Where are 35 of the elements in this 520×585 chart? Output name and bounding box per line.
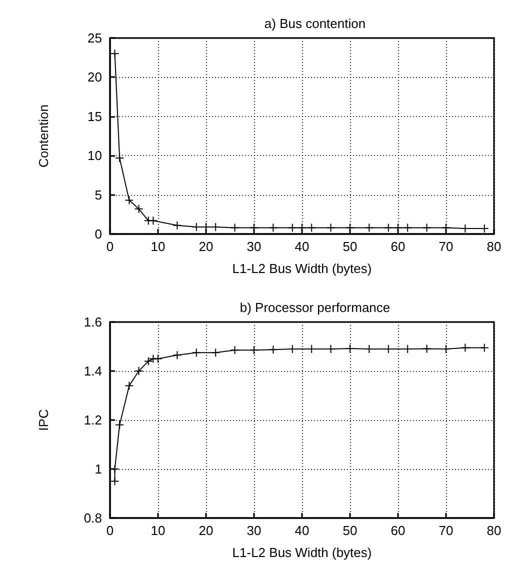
- x-tick-label: 10: [150, 239, 166, 254]
- x-tick-label: 0: [106, 239, 114, 254]
- y-axis-title: IPC: [36, 409, 51, 431]
- x-tick-label: 30: [246, 523, 262, 538]
- y-tick-label: 10: [88, 148, 102, 164]
- x-tick-label: 40: [294, 239, 310, 254]
- y-tick-label: 1.4: [84, 364, 102, 378]
- x-tick-label: 80: [486, 239, 502, 254]
- x-tick-label: 50: [342, 239, 358, 254]
- x-tick-label: 60: [390, 523, 406, 538]
- x-tick-label: 80: [486, 523, 502, 538]
- chart-title: a) Bus contention: [264, 16, 366, 31]
- y-tick-label: 0: [94, 226, 102, 242]
- y-axis-title: Contention: [36, 104, 51, 168]
- y-tick-label: 1.6: [84, 314, 102, 330]
- y-tick-label: 25: [88, 30, 102, 46]
- y-tick-label: 20: [88, 70, 102, 85]
- y-tick-label: 5: [94, 187, 102, 202]
- x-tick-label: 20: [198, 523, 214, 538]
- y-tick-label: 1: [94, 462, 102, 476]
- x-tick-label: 70: [438, 239, 454, 254]
- x-tick-label: 10: [150, 523, 166, 538]
- x-tick-label: 40: [294, 523, 310, 538]
- y-tick-label: 15: [88, 108, 102, 124]
- x-tick-label: 50: [342, 523, 358, 538]
- x-axis-title: L1-L2 Bus Width (bytes): [232, 545, 372, 560]
- x-tick-label: 30: [246, 239, 262, 254]
- y-tick-label: 0.8: [84, 510, 102, 526]
- x-tick-label: 60: [390, 239, 406, 254]
- x-axis-title: L1-L2 Bus Width (bytes): [232, 261, 372, 276]
- y-tick-label: 1.2: [84, 412, 102, 428]
- chart-title: b) Processor performance: [240, 300, 390, 315]
- x-tick-label: 20: [198, 239, 214, 254]
- x-tick-label: 70: [438, 523, 454, 538]
- x-tick-label: 0: [106, 523, 114, 538]
